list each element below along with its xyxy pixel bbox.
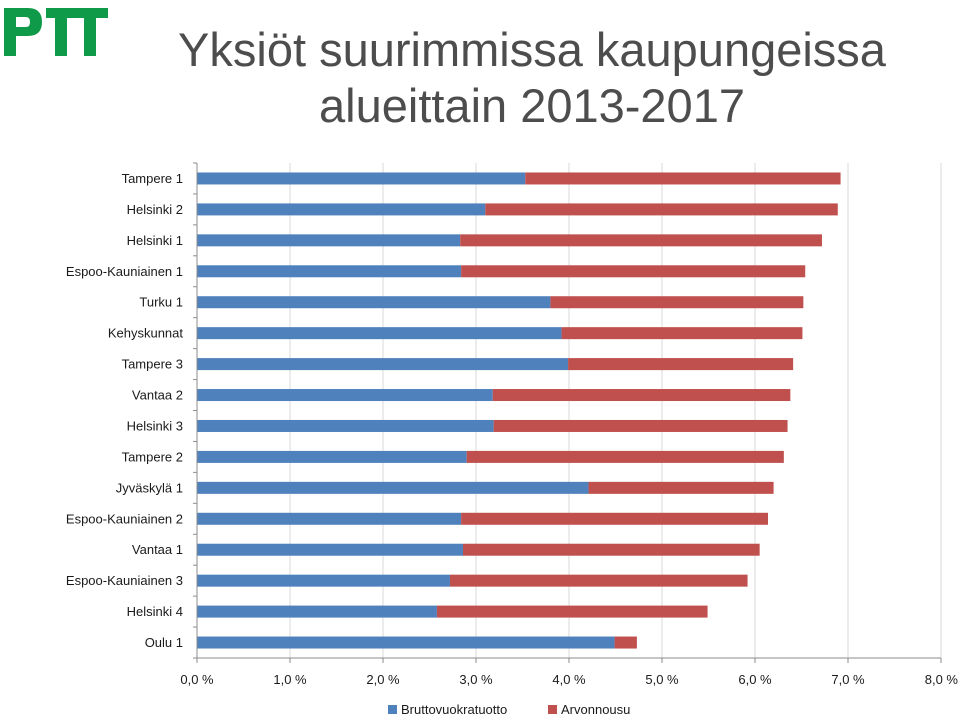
y-tick-label: Espoo-Kauniainen 2 (66, 511, 183, 526)
y-tick-label: Kehyskunnat (108, 326, 184, 341)
legend-swatch-blue (388, 705, 397, 714)
y-tick-label: Turku 1 (139, 295, 183, 310)
bar-bruttovuokratuotto (197, 605, 437, 618)
x-tick-label: 2,0 % (366, 672, 400, 687)
x-tick-label: 1,0 % (273, 672, 307, 687)
logo-shapes (4, 8, 108, 56)
legend-item-arvonnousu: Arvonnousu (548, 702, 630, 717)
x-axis: 0,0 % 1,0 % 2,0 % 3,0 % 4,0 % 5,0 % 6,0 % 7,0 %… (180, 657, 959, 687)
bar-arvonnousu (588, 481, 774, 494)
bar-arvonnousu (436, 605, 708, 618)
bar-arvonnousu (460, 234, 822, 247)
bar-arvonnousu (561, 327, 803, 340)
chart-title-line-1: Yksiöt suurimmissa kaupungeissa (178, 23, 886, 76)
bar-arvonnousu (550, 296, 804, 309)
y-tick-label: Helsinki 4 (127, 604, 183, 619)
logo-letter-t2 (72, 8, 108, 56)
legend-label: Arvonnousu (561, 702, 631, 717)
bar-arvonnousu (568, 358, 794, 371)
y-tick-label: Helsinki 2 (127, 202, 183, 217)
y-tick-label: Helsinki 3 (127, 418, 183, 433)
y-tick-label: Tampere 2 (122, 449, 183, 464)
bar-bruttovuokratuotto (197, 358, 569, 371)
y-tick-label: Vantaa 2 (132, 388, 183, 403)
bar-bruttovuokratuotto (197, 234, 461, 247)
bar-bruttovuokratuotto (197, 419, 494, 432)
bar-bruttovuokratuotto (197, 543, 463, 556)
legend-label: Bruttovuokratuotto (401, 702, 508, 717)
legend-swatch-red (548, 705, 557, 714)
bars (197, 172, 841, 649)
bar-arvonnousu (485, 203, 838, 216)
y-tick-label: Espoo-Kauniainen 3 (66, 573, 183, 588)
bar-arvonnousu (525, 172, 841, 185)
y-tick-label: Helsinki 1 (127, 233, 183, 248)
bar-arvonnousu (493, 419, 788, 432)
y-tick-label: Vantaa 1 (132, 542, 183, 557)
bar-bruttovuokratuotto (197, 203, 486, 216)
bar-bruttovuokratuotto (197, 512, 462, 525)
bar-arvonnousu (449, 574, 748, 587)
logo-letter-t1 (46, 8, 76, 56)
stacked-bar-chart: Tampere 1 Helsinki 2 Helsinki 1 Espoo-Kauni… (66, 162, 959, 687)
bar-bruttovuokratuotto (197, 265, 462, 278)
ptt-logo (4, 8, 108, 56)
x-tick-label: 5,0 % (645, 672, 679, 687)
bar-bruttovuokratuotto (197, 481, 589, 494)
chart-title-line-2: alueittain 2013-2017 (319, 79, 745, 132)
chart-title: Yksiöt suurimmissa kaupungeissa alueitta… (104, 22, 960, 134)
legend-item-bruttovuokratuotto: Bruttovuokratuotto (388, 702, 507, 717)
y-tick-label: Oulu 1 (145, 635, 183, 650)
bar-bruttovuokratuotto (197, 389, 493, 402)
bar-arvonnousu (462, 543, 760, 556)
x-tick-label: 7,0 % (831, 672, 865, 687)
bar-arvonnousu (614, 636, 637, 649)
y-tick-label: Espoo-Kauniainen 1 (66, 264, 183, 279)
bar-bruttovuokratuotto (197, 172, 526, 185)
y-tick-label: Tampere 3 (122, 357, 183, 372)
bar-bruttovuokratuotto (197, 327, 562, 340)
y-tick-label: Jyväskylä 1 (116, 480, 183, 495)
x-tick-label: 8,0 % (925, 672, 959, 687)
x-tick-label: 6,0 % (738, 672, 772, 687)
logo-letter-p (4, 8, 42, 56)
bar-arvonnousu (461, 265, 806, 278)
y-axis: Tampere 1 Helsinki 2 Helsinki 1 Espoo-Kauni… (66, 162, 198, 659)
y-tick-label: Tampere 1 (122, 171, 183, 186)
bar-bruttovuokratuotto (197, 450, 467, 463)
x-tick-label: 0,0 % (180, 672, 214, 687)
x-tick-label: 3,0 % (459, 672, 493, 687)
bar-arvonnousu (492, 389, 791, 402)
bar-bruttovuokratuotto (197, 636, 615, 649)
legend: Bruttovuokratuotto Arvonnousu (0, 700, 960, 718)
bar-bruttovuokratuotto (197, 574, 450, 587)
bar-arvonnousu (466, 450, 784, 463)
x-tick-label: 4,0 % (552, 672, 586, 687)
bar-arvonnousu (461, 512, 769, 525)
bar-bruttovuokratuotto (197, 296, 551, 309)
